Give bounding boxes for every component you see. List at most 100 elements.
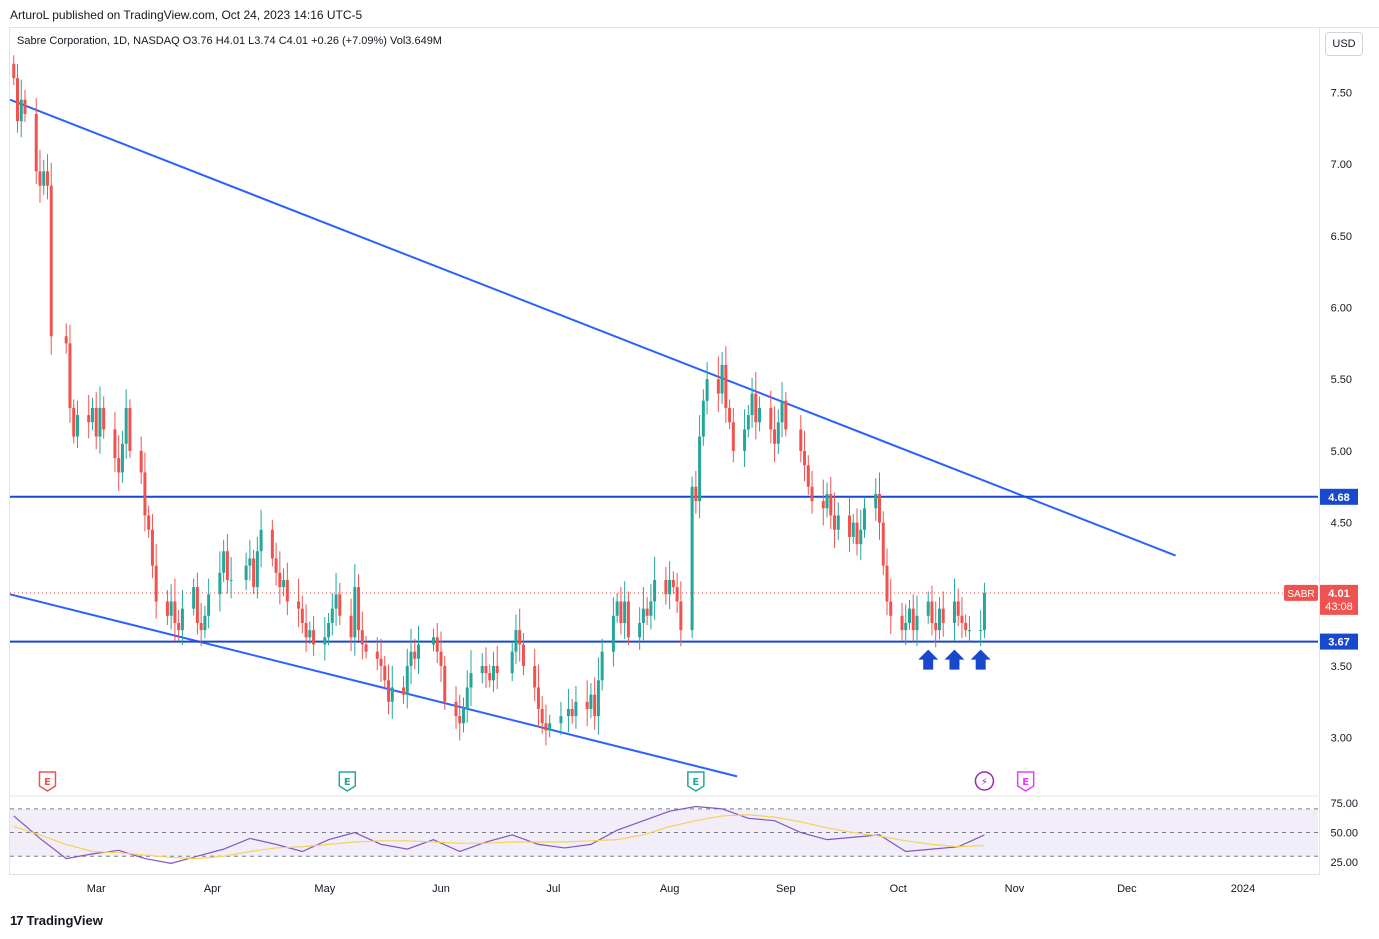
candle-body bbox=[619, 601, 623, 623]
candle-body bbox=[596, 680, 600, 717]
candle-body bbox=[900, 615, 904, 631]
tradingview-logo[interactable]: 17 TradingView bbox=[10, 913, 103, 928]
level-price-label: 4.68 bbox=[1328, 492, 1349, 504]
candle-body bbox=[521, 644, 525, 666]
candle-body bbox=[615, 601, 619, 616]
candle-body bbox=[124, 407, 128, 444]
rsi-ma-line bbox=[13, 814, 985, 860]
candle-body bbox=[982, 592, 986, 631]
candle-body bbox=[278, 572, 282, 588]
candle-body bbox=[87, 415, 91, 423]
tradingview-logo-icon: 17 bbox=[10, 913, 24, 928]
candle-body bbox=[113, 429, 117, 459]
time-tick-label: Mar bbox=[87, 883, 106, 895]
candle-body bbox=[934, 622, 938, 631]
candle-body bbox=[566, 708, 570, 717]
candle-body bbox=[960, 615, 964, 623]
candle-body bbox=[375, 651, 379, 659]
candle-body bbox=[274, 558, 278, 573]
candle-body bbox=[911, 608, 915, 631]
candle-body bbox=[327, 622, 331, 638]
candle-body bbox=[964, 622, 968, 631]
candle-body bbox=[139, 450, 143, 473]
candle-body bbox=[244, 565, 248, 580]
event-marker-label: E bbox=[44, 777, 51, 788]
candle-body bbox=[488, 673, 492, 681]
candle-body bbox=[731, 422, 735, 451]
candle-body bbox=[330, 608, 334, 623]
axis-labels-layer: 3.00 3.50 4.50 5.00 5.50 6.00 6.50 7.00 7.50 Mar A… bbox=[87, 88, 1358, 895]
rsi-tick-label: 75.00 bbox=[1330, 798, 1358, 810]
candle-body bbox=[49, 185, 53, 337]
candle-body bbox=[225, 551, 229, 580]
rsi-tick-label: 25.00 bbox=[1330, 857, 1358, 869]
price-axis-panel[interactable] bbox=[1319, 27, 1379, 875]
rsi-pane bbox=[10, 805, 1318, 864]
candle-body bbox=[143, 472, 147, 516]
candle-body bbox=[851, 522, 855, 537]
candle-body bbox=[150, 529, 154, 566]
candle-body bbox=[218, 572, 222, 595]
candle-body bbox=[626, 601, 630, 638]
split-event-icon bbox=[974, 771, 995, 791]
candle-body bbox=[810, 486, 814, 502]
candle-body bbox=[222, 551, 226, 573]
candle-body bbox=[720, 364, 724, 394]
candle-body bbox=[177, 622, 181, 631]
candle-body bbox=[593, 694, 597, 717]
candle-body bbox=[117, 458, 121, 473]
candle-body bbox=[195, 587, 199, 623]
time-tick-label: Sep bbox=[776, 883, 796, 895]
candle-body bbox=[641, 608, 645, 623]
candle-body bbox=[915, 615, 919, 631]
candle-body bbox=[207, 594, 211, 616]
candle-body bbox=[458, 716, 462, 724]
last-price-label: 4.01 bbox=[1328, 588, 1349, 600]
price-tick-label: 7.00 bbox=[1331, 159, 1352, 171]
candle-body bbox=[338, 594, 342, 616]
price-tick-label: 7.50 bbox=[1331, 88, 1352, 100]
candle-body bbox=[784, 400, 788, 430]
candle-body bbox=[353, 587, 357, 638]
candle-body bbox=[773, 429, 777, 444]
candle-body bbox=[514, 630, 518, 652]
candle-body bbox=[743, 429, 747, 451]
candle-body bbox=[417, 644, 421, 659]
candle-body bbox=[653, 579, 657, 602]
candle-body bbox=[638, 622, 642, 638]
price-tick-label: 3.50 bbox=[1331, 661, 1352, 673]
candle-body bbox=[926, 601, 930, 616]
candle-body bbox=[907, 608, 911, 623]
candle-body bbox=[312, 630, 316, 645]
time-tick-label: Jun bbox=[432, 883, 450, 895]
currency-button[interactable]: USD bbox=[1325, 32, 1363, 56]
candle-body bbox=[930, 601, 934, 623]
candle-body bbox=[147, 515, 151, 530]
candle-body bbox=[203, 615, 207, 631]
candle-body bbox=[859, 529, 863, 545]
symbol-legend: Sabre Corporation, 1D, NASDAQ O3.76 H4.0… bbox=[17, 35, 442, 47]
trendline bbox=[9, 98, 1176, 557]
price-tick-label: 6.00 bbox=[1331, 303, 1352, 315]
candle-body bbox=[769, 407, 773, 430]
candle-body bbox=[611, 615, 615, 652]
candle-body bbox=[510, 651, 514, 674]
candle-body bbox=[833, 515, 837, 530]
candle-body bbox=[746, 415, 750, 430]
candle-body bbox=[387, 680, 391, 702]
price-tick-label: 6.50 bbox=[1331, 231, 1352, 243]
candles-layer bbox=[12, 55, 986, 746]
candle-body bbox=[956, 601, 960, 616]
candle-body bbox=[454, 701, 458, 717]
up-arrow-icon bbox=[944, 649, 965, 670]
candle-body bbox=[705, 379, 709, 401]
earnings-event-icon bbox=[338, 771, 357, 792]
level-price-tag bbox=[1320, 633, 1358, 650]
rsi-tick-label: 50.00 bbox=[1330, 828, 1358, 840]
candle-body bbox=[300, 608, 304, 623]
earnings-event-icon bbox=[1016, 771, 1035, 792]
candle-body bbox=[64, 336, 68, 344]
candle-body bbox=[799, 429, 803, 451]
candle-body bbox=[952, 601, 956, 623]
